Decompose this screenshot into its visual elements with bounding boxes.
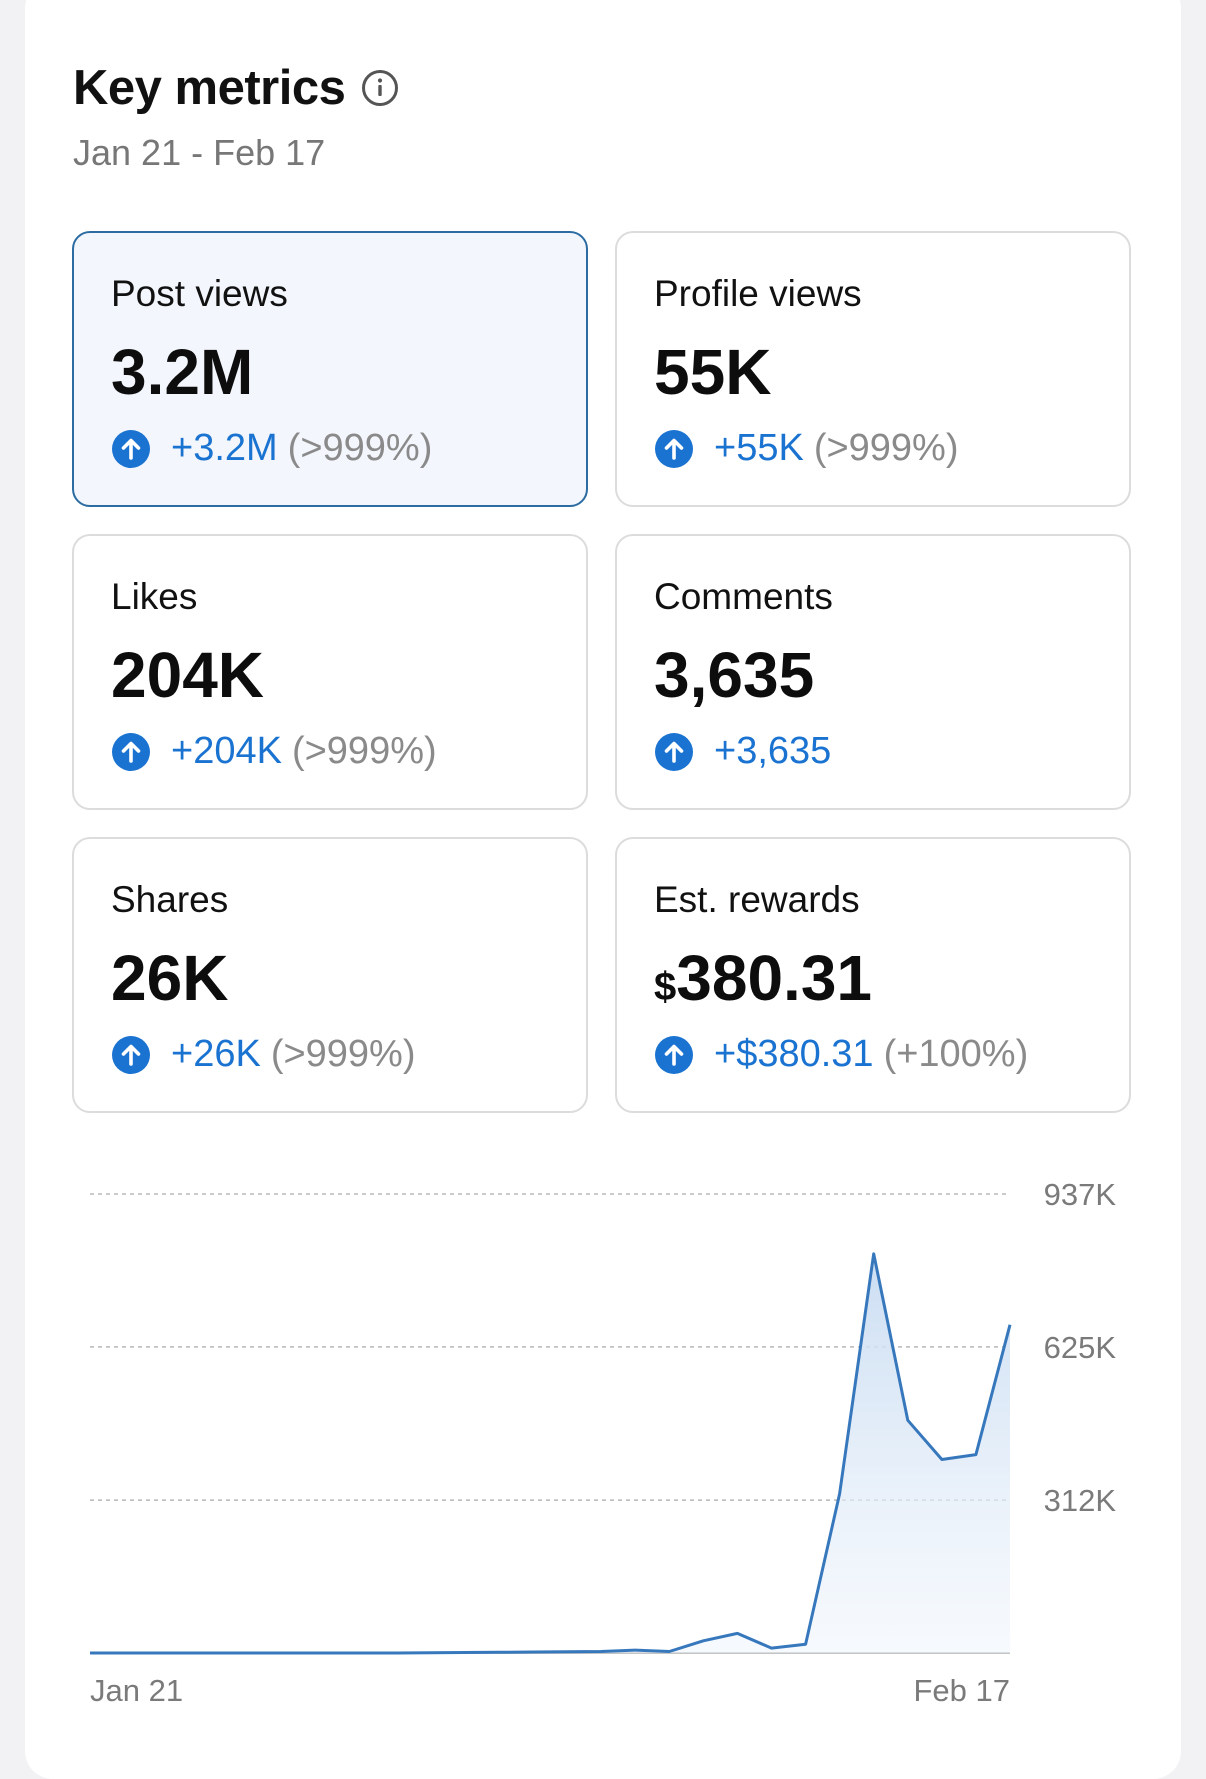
metric-value: $380.31 — [654, 941, 872, 1015]
metric-value: 3.2M — [111, 336, 254, 408]
metric-label: Shares — [111, 879, 229, 920]
metric-tile-shares[interactable]: Shares 26K +26K (>999%) — [72, 837, 588, 1113]
arrow-up-icon — [112, 429, 150, 468]
metric-value: 26K — [111, 942, 229, 1014]
metric-tile-post-views[interactable]: Post views 3.2M +3.2M (>999%) — [72, 231, 588, 507]
metric-label: Est. rewards — [654, 879, 860, 920]
delta-value: +204K — [171, 730, 282, 772]
delta-percent: (>999%) — [270, 1033, 416, 1075]
metric-tile-profile-views[interactable]: Profile views 55K +55K (>999%) — [615, 231, 1131, 507]
metric-label: Post views — [111, 273, 288, 314]
arrow-up-icon — [655, 429, 693, 468]
arrow-up-icon — [112, 1035, 150, 1074]
metric-delta: +$380.31 (+100%) — [654, 1033, 1028, 1076]
arrow-up-icon — [112, 732, 150, 771]
metric-label: Comments — [654, 576, 833, 617]
arrow-up-icon — [655, 1035, 693, 1074]
delta-value: +55K — [714, 427, 804, 469]
date-range: Jan 21 - Feb 17 — [73, 132, 326, 173]
metric-tile-comments[interactable]: Comments 3,635 +3,635 — [615, 534, 1131, 810]
metric-tile-est-rewards[interactable]: Est. rewards $380.31 +$380.31 (+100%) — [615, 837, 1131, 1113]
delta-value: +3.2M — [171, 427, 278, 469]
info-icon[interactable] — [361, 69, 399, 107]
delta-value: +26K — [171, 1033, 261, 1075]
delta-percent: (>999%) — [291, 730, 437, 772]
delta-percent: (>999%) — [813, 427, 959, 469]
metric-value: 3,635 — [654, 639, 815, 711]
delta-percent: (>999%) — [287, 427, 433, 469]
metric-tile-likes[interactable]: Likes 204K +204K (>999%) — [72, 534, 588, 810]
currency-symbol: $ — [654, 965, 677, 1009]
metric-delta: +3,635 — [654, 730, 841, 773]
arrow-up-icon — [655, 732, 693, 771]
metric-value-number: 380.31 — [676, 942, 872, 1014]
metric-delta: +204K (>999%) — [111, 730, 437, 773]
metric-delta: +55K (>999%) — [654, 427, 959, 470]
metric-delta: +3.2M (>999%) — [111, 427, 432, 470]
page-title: Key metrics — [73, 60, 399, 116]
delta-percent: (+100%) — [883, 1033, 1029, 1075]
metric-label: Profile views — [654, 273, 862, 314]
metric-value: 204K — [111, 639, 264, 711]
metric-value: 55K — [654, 336, 772, 408]
metric-delta: +26K (>999%) — [111, 1033, 416, 1076]
title-text: Key metrics — [73, 61, 346, 115]
delta-value: +$380.31 — [714, 1033, 874, 1075]
metric-label: Likes — [111, 576, 198, 617]
delta-value: +3,635 — [714, 730, 832, 772]
